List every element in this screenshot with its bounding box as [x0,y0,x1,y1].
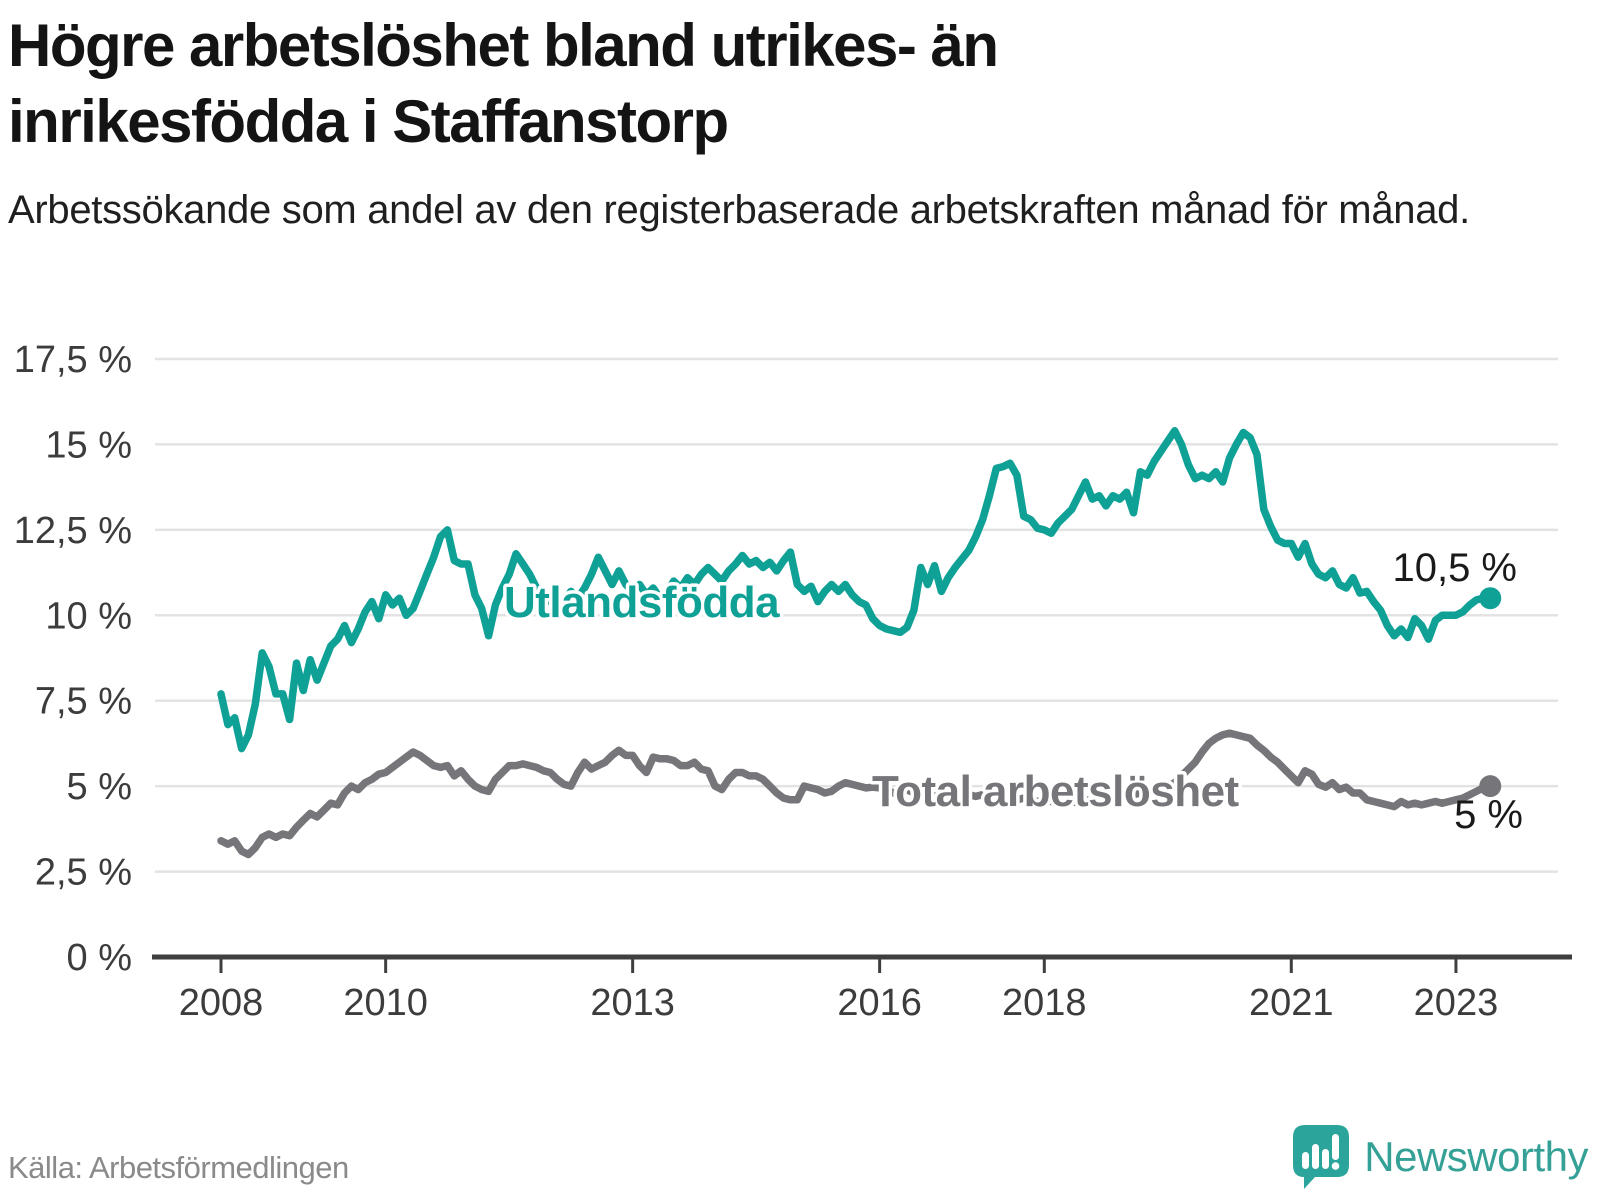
y-axis-label: 0 % [67,937,132,979]
x-axis-label: 2010 [343,982,428,1024]
series-end-dot-total [1479,775,1502,798]
newsworthy-logo[interactable]: Newsworthy [1292,1124,1588,1190]
x-axis-label: 2016 [837,982,922,1024]
x-axis-label: 2018 [1002,982,1087,1024]
newsworthy-bubble-chart-icon [1293,1125,1350,1189]
y-axis-label: 2,5 % [35,852,132,894]
series-line-utlandsfodda [217,427,1495,753]
chart-title: Högre arbetslöshet bland utrikes- än inr… [8,12,999,155]
series-end-dot-utlandsfodda [1479,587,1502,610]
y-axis-label: 10 % [45,595,132,637]
y-axis-label: 15 % [45,424,132,466]
series-label-total: Total arbetslöshet [872,767,1240,816]
y-axis-label: 12,5 % [14,510,132,552]
x-axis-label: 2023 [1414,982,1499,1024]
y-axis-label: 7,5 % [35,681,132,723]
y-axis-label: 5 % [67,766,132,808]
x-axis-label: 2021 [1249,982,1334,1024]
x-axis-label: 2008 [179,982,264,1024]
chart-subtitle: Arbetssökande som andel av den registerb… [8,188,1470,232]
series-label-utlandsfodda: Utlandsfödda [504,578,780,627]
series-end-value-utlandsfodda: 10,5 % [1392,546,1517,590]
brand-name: Newsworthy [1364,1133,1588,1180]
x-axis-label: 2013 [590,982,675,1024]
y-axis-label: 17,5 % [14,339,132,381]
series-end-value-total: 5 % [1454,793,1523,837]
series-line-total [217,729,1495,859]
source-note: Källa: Arbetsförmedlingen [8,1150,349,1185]
